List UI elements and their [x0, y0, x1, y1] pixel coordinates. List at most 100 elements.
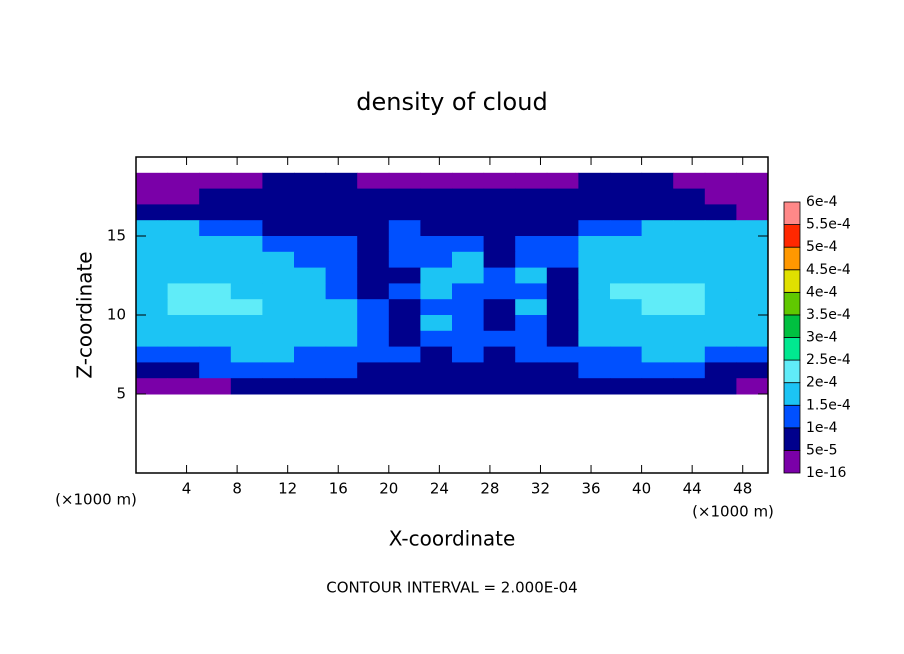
contour-cell [294, 236, 327, 253]
contour-cell [610, 220, 643, 237]
contour-cell [294, 362, 327, 379]
contour-cell [199, 236, 232, 253]
contour-cell [199, 188, 232, 205]
contour-cell [515, 220, 548, 237]
contour-cell [736, 346, 769, 363]
contour-cell [704, 378, 737, 395]
y-tick-label: 10 [107, 306, 126, 324]
contour-cell [546, 362, 579, 379]
colorbar-box [783, 269, 801, 293]
colorbar-box [783, 404, 801, 429]
contour-cell [641, 362, 674, 379]
contour-cell [641, 330, 674, 348]
contour-cell [136, 362, 169, 379]
x-tick-label: 4 [182, 480, 192, 498]
contour-cell [578, 172, 611, 190]
contour-cell [420, 330, 453, 348]
colorbar-label: 1e-4 [806, 420, 838, 436]
contour-cell [483, 283, 516, 300]
x-tick-label: 36 [581, 480, 600, 498]
contour-cell [515, 346, 548, 363]
contour-cell [736, 378, 769, 395]
contour-cell [262, 362, 295, 379]
contour-cell [325, 362, 358, 379]
contour-cell [136, 267, 169, 284]
contour-cell [325, 172, 358, 190]
y-tick-label: 15 [107, 227, 126, 245]
contour-cell [704, 204, 737, 221]
contour-cell [294, 251, 327, 269]
contour-cell [736, 220, 769, 237]
contour-cell [420, 188, 453, 205]
contour-cell [515, 362, 548, 379]
contour-cell [736, 299, 769, 316]
contour-cell [736, 172, 769, 190]
contour-cell [483, 362, 516, 379]
contour-cell [736, 330, 769, 348]
contour-cell [357, 283, 390, 300]
contour-cell [420, 346, 453, 363]
contour-cell [578, 315, 611, 332]
contour-cell [736, 251, 769, 269]
contour-cell [673, 315, 706, 332]
contour-cell [325, 378, 358, 395]
contour-cell [230, 251, 263, 269]
contour-cell [546, 378, 579, 395]
contour-cell [673, 188, 706, 205]
contour-cell [610, 267, 643, 284]
contour-cell [483, 346, 516, 363]
colorbar-label: 4.5e-4 [806, 262, 851, 278]
contour-cell [578, 236, 611, 253]
contour-cell [357, 346, 390, 363]
contour-cell [546, 220, 579, 237]
contour-cell [704, 315, 737, 332]
y-axis-label: Z-coordinate [73, 251, 97, 378]
contour-cell [515, 299, 548, 316]
field [136, 172, 769, 395]
contour-cell [388, 330, 421, 348]
contour-cell [420, 299, 453, 316]
colorbar-label: 5e-5 [806, 442, 837, 458]
contour-cell [610, 299, 643, 316]
contour-cell [736, 188, 769, 205]
contour-cell [452, 362, 485, 379]
contour-cell [199, 283, 232, 300]
contour-cell [388, 236, 421, 253]
contour-cell [483, 220, 516, 237]
contour-cell [357, 188, 390, 205]
contour-cell [452, 251, 485, 269]
contour-cell [673, 299, 706, 316]
contour-cell [641, 204, 674, 221]
x-tick-label: 8 [232, 480, 242, 498]
contour-cell [483, 204, 516, 221]
contour-cell [610, 251, 643, 269]
contour-cell [167, 299, 200, 316]
contour-cell [167, 251, 200, 269]
x-tick-label: 20 [379, 480, 398, 498]
contour-cell [736, 315, 769, 332]
contour-cell [515, 267, 548, 284]
contour-cell [736, 236, 769, 253]
contour-cell [610, 188, 643, 205]
colorbar-box [783, 382, 801, 406]
contour-cell [262, 330, 295, 348]
contour-cell [199, 299, 232, 316]
contour-cell [483, 267, 516, 284]
contour-cell [641, 315, 674, 332]
contour-cell [578, 220, 611, 237]
contour-cell [262, 204, 295, 221]
contour-cell [515, 251, 548, 269]
contour-cell [452, 188, 485, 205]
contour-cell [452, 236, 485, 253]
contour-cell [578, 362, 611, 379]
contour-cell [515, 188, 548, 205]
contour-cell [262, 299, 295, 316]
contour-cell [483, 188, 516, 205]
contour-cell [325, 236, 358, 253]
contour-cell [673, 267, 706, 284]
contour-cell [420, 267, 453, 284]
contour-cell [230, 188, 263, 205]
contour-cell [262, 236, 295, 253]
contour-cell [357, 362, 390, 379]
contour-cell [515, 172, 548, 190]
